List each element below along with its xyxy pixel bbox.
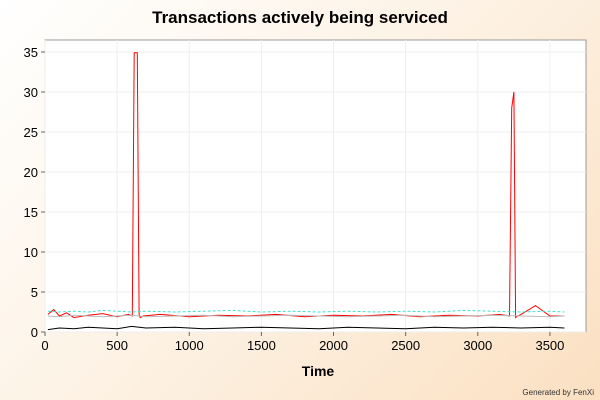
x-tick-label: 2000	[319, 338, 348, 353]
y-tick-label: 0	[31, 325, 38, 340]
series-line-3	[47, 314, 565, 318]
plot-area	[44, 39, 587, 333]
y-tick-label: 20	[24, 165, 38, 180]
x-tick-label: 2500	[391, 338, 420, 353]
grid	[44, 40, 586, 333]
x-tick-label: 0	[41, 338, 48, 353]
y-tick-label: 30	[24, 85, 38, 100]
series-line-1	[47, 52, 565, 319]
y-tick-label: 5	[31, 285, 38, 300]
x-tick-label: 1500	[247, 338, 276, 353]
chart-title: Transactions actively being serviced	[152, 8, 448, 27]
series-line-2	[47, 309, 565, 313]
y-tick-label: 35	[24, 45, 38, 60]
y-tick-label: 10	[24, 245, 38, 260]
x-tick-label: 3500	[535, 338, 564, 353]
series-line-4	[47, 325, 565, 331]
x-tick-label: 1000	[175, 338, 204, 353]
y-tick-label: 15	[24, 205, 38, 220]
axes: 0 500 1000 1500 2000 2500 3000 3500 0 5 10 15 20 25 30…	[24, 45, 565, 353]
y-tick-label: 25	[24, 125, 38, 140]
x-tick-label: 3000	[463, 338, 492, 353]
x-axis-label: Time	[302, 363, 335, 379]
footer-credit: Generated by FenXi	[522, 388, 594, 397]
x-tick-label: 500	[106, 338, 128, 353]
series-group	[47, 52, 565, 331]
